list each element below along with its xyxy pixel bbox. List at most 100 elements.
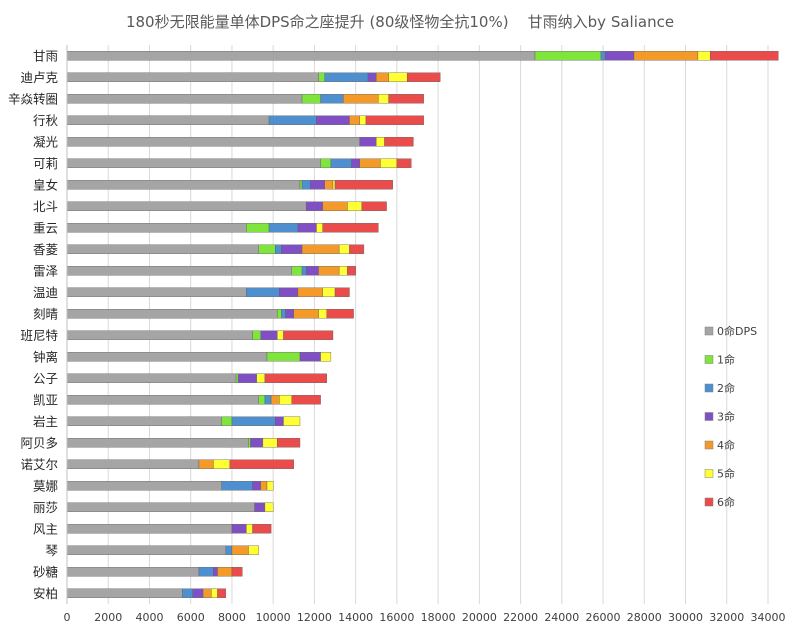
bar-segment [66,180,301,190]
bar-segment [66,287,247,297]
legend-label: 4命 [717,438,735,452]
bar-segment [182,588,193,598]
bar-segment [277,309,282,319]
x-tick-label: 28000 [627,611,662,624]
category-label: 北斗 [33,199,58,214]
x-tick-label: 30000 [668,611,703,624]
category-label: 砂糖 [33,564,59,579]
bar-segment [600,51,606,61]
bar-segment [229,459,294,469]
bar-segment [248,545,259,555]
bar-segment [66,115,270,125]
bar-segment [192,588,204,598]
bar-segment [318,266,340,276]
bar-segment [264,395,272,405]
bar-segment [322,223,379,233]
x-tick-label: 6000 [177,611,205,624]
category-label: 岩主 [33,414,58,429]
bar-segment [66,395,259,405]
bar-segment [285,309,294,319]
bar-segment [66,588,183,598]
bar-segment [376,72,389,82]
bar-segment [359,137,377,147]
bar-segment [351,158,360,168]
bar-segment [66,416,222,426]
chart-title: 180秒无限能量单体DPS命之座提升 (80级怪物全抗10%) 甘雨纳入by S… [126,13,674,31]
bar-segment [291,266,303,276]
x-tick-label: 12000 [297,611,332,624]
bar-segment [347,266,356,276]
bar-segment [258,395,266,405]
bar-segment [299,180,303,190]
legend-label: 1命 [717,353,735,367]
bar-segment [378,94,389,104]
bar-segment [66,373,237,383]
category-label: 琴 [45,543,58,558]
bar-segment [301,266,307,276]
bar-segment [260,330,278,340]
x-tick-label: 24000 [544,611,579,624]
bar-segment [264,373,327,383]
bar-segment [633,51,699,61]
bar-segment [334,180,393,190]
bar-segment [305,201,323,211]
bar-segment [211,588,218,598]
category-label: 重云 [33,220,58,235]
bar-segment [347,201,363,211]
bar-segment [326,309,354,319]
bar-segment [279,287,299,297]
bar-segment [324,180,334,190]
legend-swatch [704,440,714,450]
bar-segment [376,137,385,147]
bar-segment [281,244,303,254]
bar-segment [246,223,270,233]
bar-segment [66,266,292,276]
bar-segment [310,180,325,190]
bar-segment [198,459,214,469]
bar-segment [388,94,424,104]
category-label: 风主 [33,521,58,536]
bar-segment [235,373,239,383]
bar-segment [66,51,536,61]
bar-segment [254,502,266,512]
bar-segment [338,244,350,254]
bar-segment [297,223,317,233]
bar-segment [250,438,264,448]
bar-segment [252,481,262,491]
bar-segment [217,588,226,598]
bar-segment [237,373,257,383]
bar-segment [349,244,365,254]
bar-segment [320,352,332,362]
bar-segment [66,201,307,211]
category-label: 莫娜 [33,478,58,493]
bar-segment [334,287,350,297]
category-label: 班尼特 [20,328,58,343]
bar-segment [305,266,319,276]
bar-segment [270,395,280,405]
bar-segment [266,352,301,362]
bars-layer [66,51,779,598]
legend-swatch [704,355,714,364]
bar-segment [225,545,233,555]
bar-segment [66,567,200,577]
legend-swatch [704,412,714,421]
legend-label: 5命 [717,467,735,481]
bar-segment [66,244,259,254]
x-tick-label: 14000 [338,611,373,624]
axis-layer: 0 2000 4000 6000 8000 10000 12000 14000 16000 180… [8,45,786,624]
bar-segment [277,438,301,448]
bar-segment [66,72,319,82]
bar-segment [318,72,325,82]
bar-segment [260,481,268,491]
x-tick-label: 26000 [586,611,621,624]
bar-segment [320,158,332,168]
bar-segment [66,330,253,340]
legend-label: 6命 [717,495,735,509]
category-label: 刻晴 [33,306,58,321]
category-label: 雷泽 [33,263,58,278]
bar-segment [359,158,381,168]
category-label: 辛焱转圈 [8,91,58,106]
bar-segment [384,137,414,147]
x-tick-label: 2000 [94,611,122,624]
